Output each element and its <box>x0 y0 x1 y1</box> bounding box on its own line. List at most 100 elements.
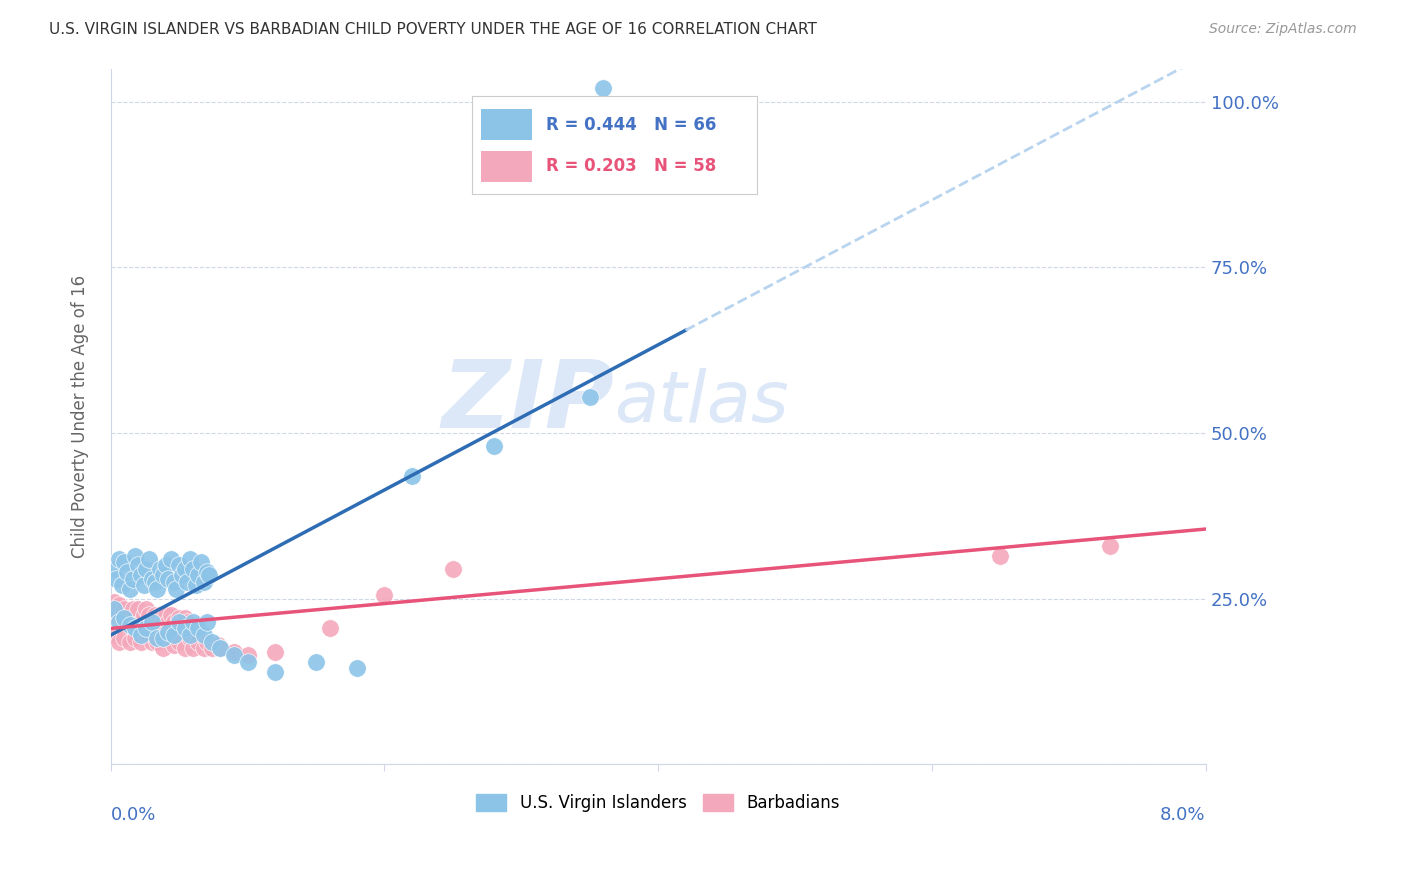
Point <box>179 552 201 566</box>
Point <box>195 565 218 579</box>
Point <box>135 601 157 615</box>
Point <box>103 562 125 576</box>
Point <box>167 634 190 648</box>
Point <box>124 549 146 563</box>
Point <box>190 555 212 569</box>
Point <box>138 552 160 566</box>
Point <box>181 615 204 629</box>
Point <box>157 624 180 639</box>
Point <box>146 634 169 648</box>
Point <box>135 562 157 576</box>
Point <box>187 568 209 582</box>
Point <box>264 665 287 679</box>
Point <box>111 611 134 625</box>
Point <box>152 632 174 646</box>
Point <box>152 568 174 582</box>
Point <box>209 641 232 656</box>
Point <box>108 599 131 613</box>
Point <box>173 622 195 636</box>
Point <box>141 572 163 586</box>
Point <box>135 628 157 642</box>
Point <box>141 615 163 629</box>
Point <box>167 615 190 629</box>
Point <box>138 608 160 623</box>
Point <box>195 615 218 629</box>
Point <box>179 628 201 642</box>
Point <box>141 615 163 629</box>
Point <box>115 565 138 579</box>
Point <box>129 628 152 642</box>
Point <box>160 552 183 566</box>
Point <box>149 608 172 623</box>
Point <box>121 601 143 615</box>
Point <box>193 641 215 656</box>
Point <box>176 615 198 629</box>
Point <box>118 608 141 623</box>
Point <box>195 634 218 648</box>
Point <box>173 611 195 625</box>
Point <box>118 582 141 596</box>
Point <box>157 628 180 642</box>
Point <box>305 655 328 669</box>
Point <box>114 611 136 625</box>
Point <box>193 628 215 642</box>
Point <box>108 615 131 629</box>
Point <box>166 622 188 636</box>
Point <box>149 562 172 576</box>
Point <box>482 439 505 453</box>
Point <box>1098 539 1121 553</box>
Point <box>167 611 190 625</box>
Point <box>264 645 287 659</box>
Point <box>222 648 245 662</box>
Point <box>201 641 224 656</box>
Point <box>129 568 152 582</box>
Y-axis label: Child Poverty Under the Age of 16: Child Poverty Under the Age of 16 <box>72 275 89 558</box>
Point <box>193 575 215 590</box>
Point <box>103 628 125 642</box>
Point <box>129 634 152 648</box>
Point <box>209 641 232 656</box>
Text: ZIP: ZIP <box>441 357 614 449</box>
Point <box>132 578 155 592</box>
Point <box>143 575 166 590</box>
Text: U.S. VIRGIN ISLANDER VS BARBADIAN CHILD POVERTY UNDER THE AGE OF 16 CORRELATION : U.S. VIRGIN ISLANDER VS BARBADIAN CHILD … <box>49 22 817 37</box>
Text: atlas: atlas <box>614 368 789 437</box>
Point <box>103 601 125 615</box>
Point <box>124 615 146 629</box>
Point <box>124 622 146 636</box>
Point <box>135 622 157 636</box>
Point <box>187 634 209 648</box>
Point <box>187 622 209 636</box>
Point <box>173 641 195 656</box>
Point <box>157 615 180 629</box>
Point <box>181 562 204 576</box>
Point <box>346 661 368 675</box>
Point <box>146 632 169 646</box>
Point <box>108 552 131 566</box>
Point <box>170 568 193 582</box>
Point <box>201 634 224 648</box>
Point <box>173 562 195 576</box>
Point <box>163 638 186 652</box>
Point <box>127 558 149 573</box>
Point <box>592 81 614 95</box>
Point <box>179 632 201 646</box>
Point <box>319 622 342 636</box>
Point <box>155 558 177 573</box>
Point <box>105 572 128 586</box>
Point <box>166 582 188 596</box>
Point <box>132 608 155 623</box>
Point <box>108 634 131 648</box>
Point <box>114 632 136 646</box>
Point <box>152 641 174 656</box>
Text: Source: ZipAtlas.com: Source: ZipAtlas.com <box>1209 22 1357 37</box>
Text: 0.0%: 0.0% <box>111 806 156 824</box>
Point <box>184 578 207 592</box>
Point <box>152 615 174 629</box>
Point <box>236 655 259 669</box>
Point <box>141 634 163 648</box>
Point <box>441 562 464 576</box>
Point <box>176 575 198 590</box>
Point <box>143 608 166 623</box>
Point <box>105 608 128 623</box>
